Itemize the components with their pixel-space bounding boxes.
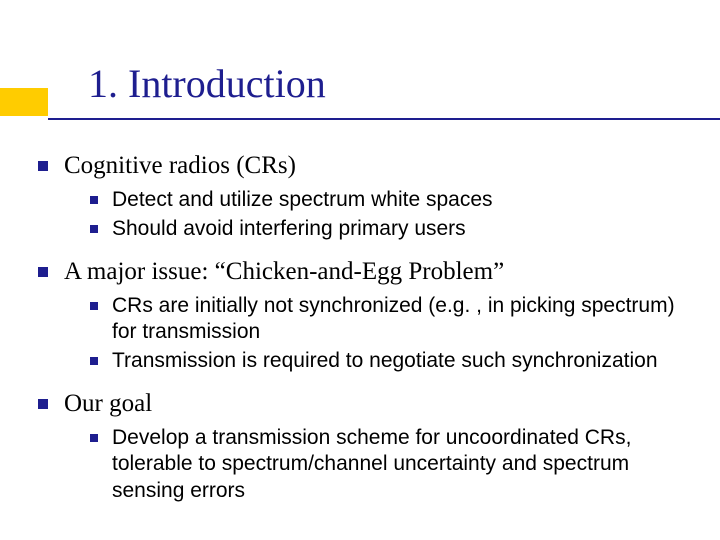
square-bullet-icon xyxy=(90,302,98,310)
section-heading: Cognitive radios (CRs) xyxy=(38,150,696,181)
list-item: Should avoid interfering primary users xyxy=(90,216,696,242)
square-bullet-icon xyxy=(90,196,98,204)
title-wrap: 1. Introduction xyxy=(88,60,326,107)
list-item: Detect and utilize spectrum white spaces xyxy=(90,187,696,213)
accent-bar xyxy=(0,88,48,116)
title-underline xyxy=(48,118,720,120)
square-bullet-icon xyxy=(38,161,48,171)
section-items: CRs are initially not synchronized (e.g.… xyxy=(90,293,696,374)
list-item-text: CRs are initially not synchronized (e.g.… xyxy=(112,293,682,346)
section-heading-text: A major issue: “Chicken-and-Egg Problem” xyxy=(64,256,504,287)
square-bullet-icon xyxy=(90,434,98,442)
slide-title: 1. Introduction xyxy=(88,60,326,107)
list-item: Transmission is required to negotiate su… xyxy=(90,348,696,374)
section-heading: Our goal xyxy=(38,388,696,419)
section-heading-text: Our goal xyxy=(64,388,152,419)
square-bullet-icon xyxy=(90,225,98,233)
slide-content: Cognitive radios (CRs) Detect and utiliz… xyxy=(38,150,696,518)
list-item-text: Transmission is required to negotiate su… xyxy=(112,348,658,374)
list-item-text: Detect and utilize spectrum white spaces xyxy=(112,187,493,213)
square-bullet-icon xyxy=(38,399,48,409)
square-bullet-icon xyxy=(90,357,98,365)
list-item-text: Should avoid interfering primary users xyxy=(112,216,466,242)
section-heading-text: Cognitive radios (CRs) xyxy=(64,150,296,181)
list-item: CRs are initially not synchronized (e.g.… xyxy=(90,293,696,346)
square-bullet-icon xyxy=(38,267,48,277)
list-item: Develop a transmission scheme for uncoor… xyxy=(90,425,696,504)
section-items: Detect and utilize spectrum white spaces… xyxy=(90,187,696,242)
section-items: Develop a transmission scheme for uncoor… xyxy=(90,425,696,504)
list-item-text: Develop a transmission scheme for uncoor… xyxy=(112,425,682,504)
section-heading: A major issue: “Chicken-and-Egg Problem” xyxy=(38,256,696,287)
